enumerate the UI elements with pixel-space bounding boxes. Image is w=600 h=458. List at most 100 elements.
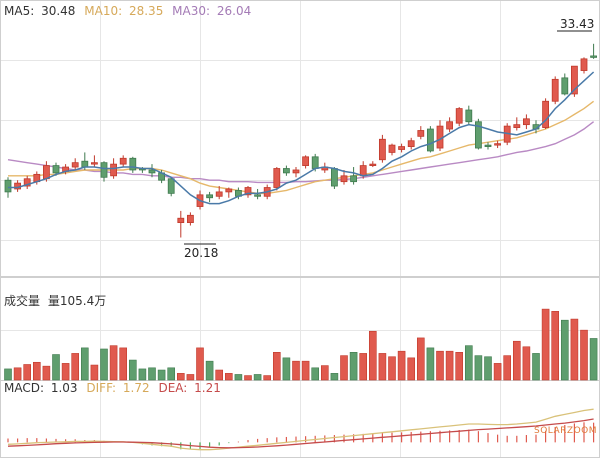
volume-bar: [81, 347, 89, 381]
dea-line: [7, 418, 594, 449]
volume-bar: [330, 373, 339, 381]
volume-bar: [378, 353, 387, 381]
volume-bars: [4, 308, 598, 381]
volume-bar: [455, 352, 464, 381]
volume-bar: [186, 374, 195, 381]
candle-body: [465, 109, 473, 123]
volume-bar: [522, 346, 531, 381]
candle-body: [340, 175, 348, 183]
volume-bar: [177, 373, 185, 381]
candle-body: [378, 138, 386, 161]
volume-bar: [368, 330, 377, 381]
volume-bar: [90, 364, 99, 381]
candle-body: [91, 162, 98, 165]
volume-bar: [32, 361, 41, 381]
candlestick: [369, 161, 377, 168]
volume-legend: 成交量 量105.4万: [4, 293, 106, 308]
volume-bar: [493, 363, 502, 381]
candlestick: [282, 165, 290, 176]
candle-body: [225, 188, 233, 193]
min-price-label: 20.18: [184, 246, 218, 260]
candle-body: [513, 124, 521, 128]
volume-bar: [311, 367, 320, 381]
volume-legend-value: 量105.4万: [48, 294, 106, 308]
volume-bar: [474, 355, 483, 381]
volume-bar: [42, 365, 51, 381]
diff-legend-value: 1.72: [123, 381, 150, 395]
candle-body: [254, 194, 262, 197]
volume-bar: [349, 352, 358, 381]
volume-bar: [119, 347, 127, 381]
volume-bar: [416, 337, 425, 381]
candlestick: [561, 73, 569, 96]
volume-bar: [138, 368, 147, 381]
volume-bar: [388, 356, 396, 381]
volume-bar: [253, 374, 262, 381]
volume-bar: [244, 375, 252, 381]
volume-legend-label: 成交量: [4, 293, 40, 308]
max-price-label: 33.43: [560, 17, 594, 31]
ma5-line-group: [8, 71, 595, 205]
candle-body: [71, 162, 79, 168]
candlestick: [542, 98, 549, 130]
min-price-annotation: 20.18: [184, 243, 218, 260]
volume-bar: [196, 347, 204, 381]
volume-bar: [52, 354, 60, 381]
volume-bar: [445, 350, 454, 381]
candle-body: [359, 165, 367, 177]
volume-bar: [359, 353, 368, 381]
volume-bar: [464, 345, 473, 381]
candlestick: [388, 143, 396, 156]
volume-bar: [426, 347, 435, 381]
volume-bar: [13, 367, 22, 381]
volume-bar: [436, 350, 444, 381]
ma10-legend-value: 28.35: [129, 4, 163, 18]
ma30-legend-value: 26.04: [217, 4, 251, 18]
candle-body: [4, 179, 12, 193]
candle-body: [350, 175, 358, 183]
candlestick: [465, 105, 473, 125]
candlestick: [129, 156, 137, 173]
candlestick: [378, 134, 386, 163]
macd-histogram: [7, 408, 595, 451]
candlestick: [417, 126, 425, 140]
candlestick: [14, 180, 22, 192]
candlestick: [340, 169, 348, 185]
candle-body: [455, 108, 463, 124]
candle-body: [302, 156, 310, 166]
candlestick: [23, 175, 31, 189]
volume-bar: [570, 318, 579, 381]
candlestick: [513, 117, 521, 131]
volume-bar: [589, 338, 598, 381]
candlestick: [225, 187, 233, 198]
volume-bar: [109, 345, 118, 381]
candle-body: [43, 165, 50, 180]
candle-body: [23, 178, 31, 187]
volume-bar: [129, 359, 137, 381]
volume-bar: [560, 319, 569, 381]
candle-body: [282, 168, 290, 174]
candle-body: [436, 125, 444, 149]
candle-body: [110, 163, 117, 177]
candle-body: [523, 118, 530, 126]
candlestick: [484, 142, 492, 150]
candle-body: [330, 168, 338, 187]
candlestick: [186, 212, 194, 226]
candle-body: [167, 178, 175, 194]
volume-bar: [157, 369, 166, 381]
candlestick: [119, 155, 127, 168]
candlestick: [91, 155, 98, 168]
candle-body: [119, 157, 127, 165]
volume-bar: [282, 357, 291, 381]
watermark-logo: SOLARZOOM: [534, 426, 597, 436]
volume-bar: [167, 367, 175, 381]
ma-legend: MA5: 30.48 MA10: 28.35 MA30: 26.04: [4, 4, 251, 18]
candle-body: [129, 157, 137, 171]
volume-bar: [205, 360, 214, 381]
candlestick: [100, 161, 108, 182]
candle-body: [186, 214, 194, 224]
ma5-line: [8, 71, 595, 205]
candlestick: [206, 191, 214, 203]
candle-body: [484, 144, 492, 147]
